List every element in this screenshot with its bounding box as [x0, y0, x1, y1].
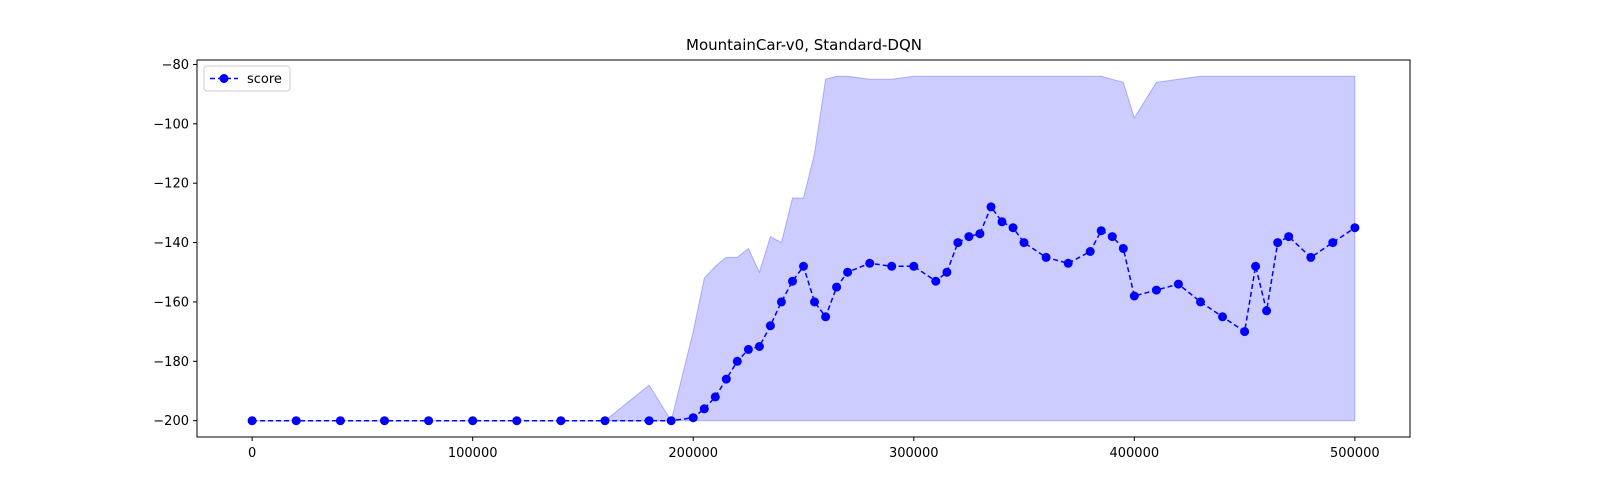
score-point — [1240, 327, 1250, 337]
score-point — [335, 416, 345, 426]
score-point — [688, 413, 698, 423]
score-range-band — [252, 75, 1356, 422]
y-tick-label: −180 — [153, 355, 189, 370]
score-point — [997, 217, 1007, 227]
score-point — [1151, 285, 1161, 295]
score-point — [644, 416, 654, 426]
score-point — [832, 282, 842, 292]
score-point — [909, 261, 919, 271]
legend-label-score: score — [247, 72, 282, 87]
score-point — [424, 416, 434, 426]
score-point — [931, 276, 941, 286]
plot-area — [247, 75, 1360, 426]
score-point — [1118, 244, 1128, 253]
score-point — [556, 416, 566, 426]
score-point — [1328, 238, 1338, 248]
y-tick-label: −160 — [153, 295, 189, 310]
score-point — [843, 267, 853, 277]
score-point — [1096, 226, 1106, 236]
score-point — [666, 416, 676, 426]
score-point — [512, 416, 522, 426]
x-tick-label: 0 — [248, 446, 256, 461]
x-tick-label: 400000 — [1109, 446, 1159, 461]
score-point — [1251, 261, 1261, 271]
score-point — [754, 342, 764, 351]
score-point — [1085, 247, 1095, 256]
x-tick-label: 100000 — [448, 446, 498, 461]
score-point — [1284, 232, 1294, 242]
score-point — [821, 312, 831, 322]
score-point — [380, 416, 389, 426]
score-point — [953, 238, 963, 248]
score-point — [1262, 306, 1272, 316]
score-point — [975, 229, 985, 239]
score-point — [1196, 297, 1205, 307]
score-point — [1019, 238, 1029, 248]
score-point — [964, 232, 974, 242]
score-line — [252, 205, 1356, 422]
score-point — [1063, 258, 1073, 268]
score-point — [291, 416, 301, 426]
x-tick-label: 200000 — [668, 446, 718, 461]
score-point — [1107, 232, 1117, 242]
y-tick-label: −200 — [153, 414, 189, 429]
score-point — [1129, 291, 1139, 301]
x-tick-label: 500000 — [1330, 446, 1380, 461]
score-point — [1041, 252, 1051, 262]
score-point — [788, 276, 797, 286]
score-point — [1350, 223, 1360, 233]
x-axis: 0 100000 200000 300000 400000 500000 — [248, 437, 1380, 461]
score-point — [887, 261, 897, 271]
score-point — [1008, 223, 1018, 233]
y-tick-label: −100 — [153, 117, 189, 132]
score-point — [710, 392, 720, 402]
score-point — [732, 356, 742, 366]
score-point — [699, 404, 709, 414]
score-point — [986, 202, 996, 212]
score-point — [743, 344, 753, 354]
y-tick-label: −120 — [153, 177, 189, 192]
score-point — [942, 267, 952, 277]
legend: score — [203, 65, 291, 92]
score-point — [1273, 238, 1283, 248]
score-point — [468, 416, 478, 426]
score-point — [799, 261, 808, 271]
x-tick-label: 300000 — [889, 446, 939, 461]
y-tick-label: −80 — [162, 58, 189, 73]
plot-frame — [196, 59, 1411, 438]
score-point — [1173, 279, 1183, 289]
chart-title: MountainCar-v0, Standard-DQN — [686, 36, 922, 54]
score-point — [776, 297, 786, 307]
y-tick-label: −140 — [153, 236, 189, 251]
legend-marker — [219, 74, 229, 83]
score-point — [600, 416, 610, 426]
score-point — [765, 321, 775, 331]
score-point — [865, 258, 875, 268]
score-point — [247, 416, 257, 426]
score-point — [1306, 252, 1316, 262]
score-point — [721, 374, 731, 384]
score-point — [810, 297, 819, 307]
legend-box — [203, 65, 291, 92]
score-point — [1218, 312, 1227, 322]
y-axis: −200 −180 −160 −140 −120 −100 −80 — [153, 58, 197, 429]
